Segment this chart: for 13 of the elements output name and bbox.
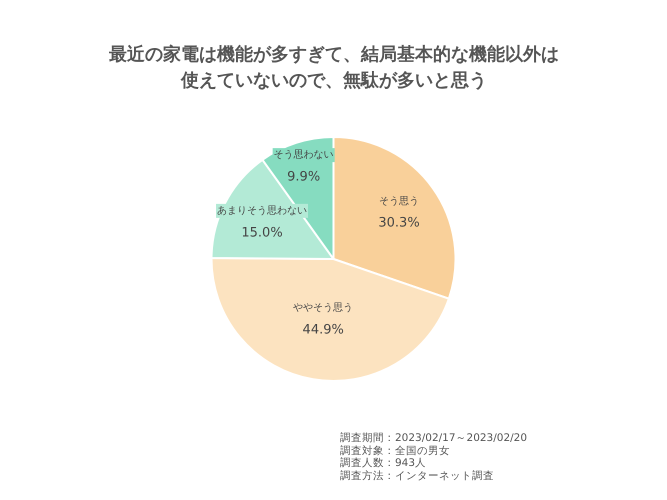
data-label: 30.3% bbox=[378, 216, 420, 231]
slice-label: ややそう思う bbox=[293, 302, 354, 314]
slice-label: そう思わない bbox=[274, 150, 334, 161]
text: 調査人数：943人 bbox=[340, 457, 428, 470]
data-label: 15.0% bbox=[241, 225, 283, 240]
text: 調査対象：全国の男女 bbox=[340, 444, 451, 457]
data-label: 9.9% bbox=[287, 169, 320, 184]
chart-title: 最近の家電は機能が多すぎて、結局基本的な機能以外は使えていないので、無駄が多いと思う bbox=[108, 43, 560, 93]
slice-label: そう思う bbox=[379, 196, 420, 207]
text: 調査期間：2023/02/17～2023/02/20 bbox=[340, 432, 528, 444]
slice-label: あまりそう思わない bbox=[217, 206, 308, 217]
text: 調査方法：インターネット調査 bbox=[340, 470, 495, 482]
data-label: 44.9% bbox=[302, 322, 344, 338]
